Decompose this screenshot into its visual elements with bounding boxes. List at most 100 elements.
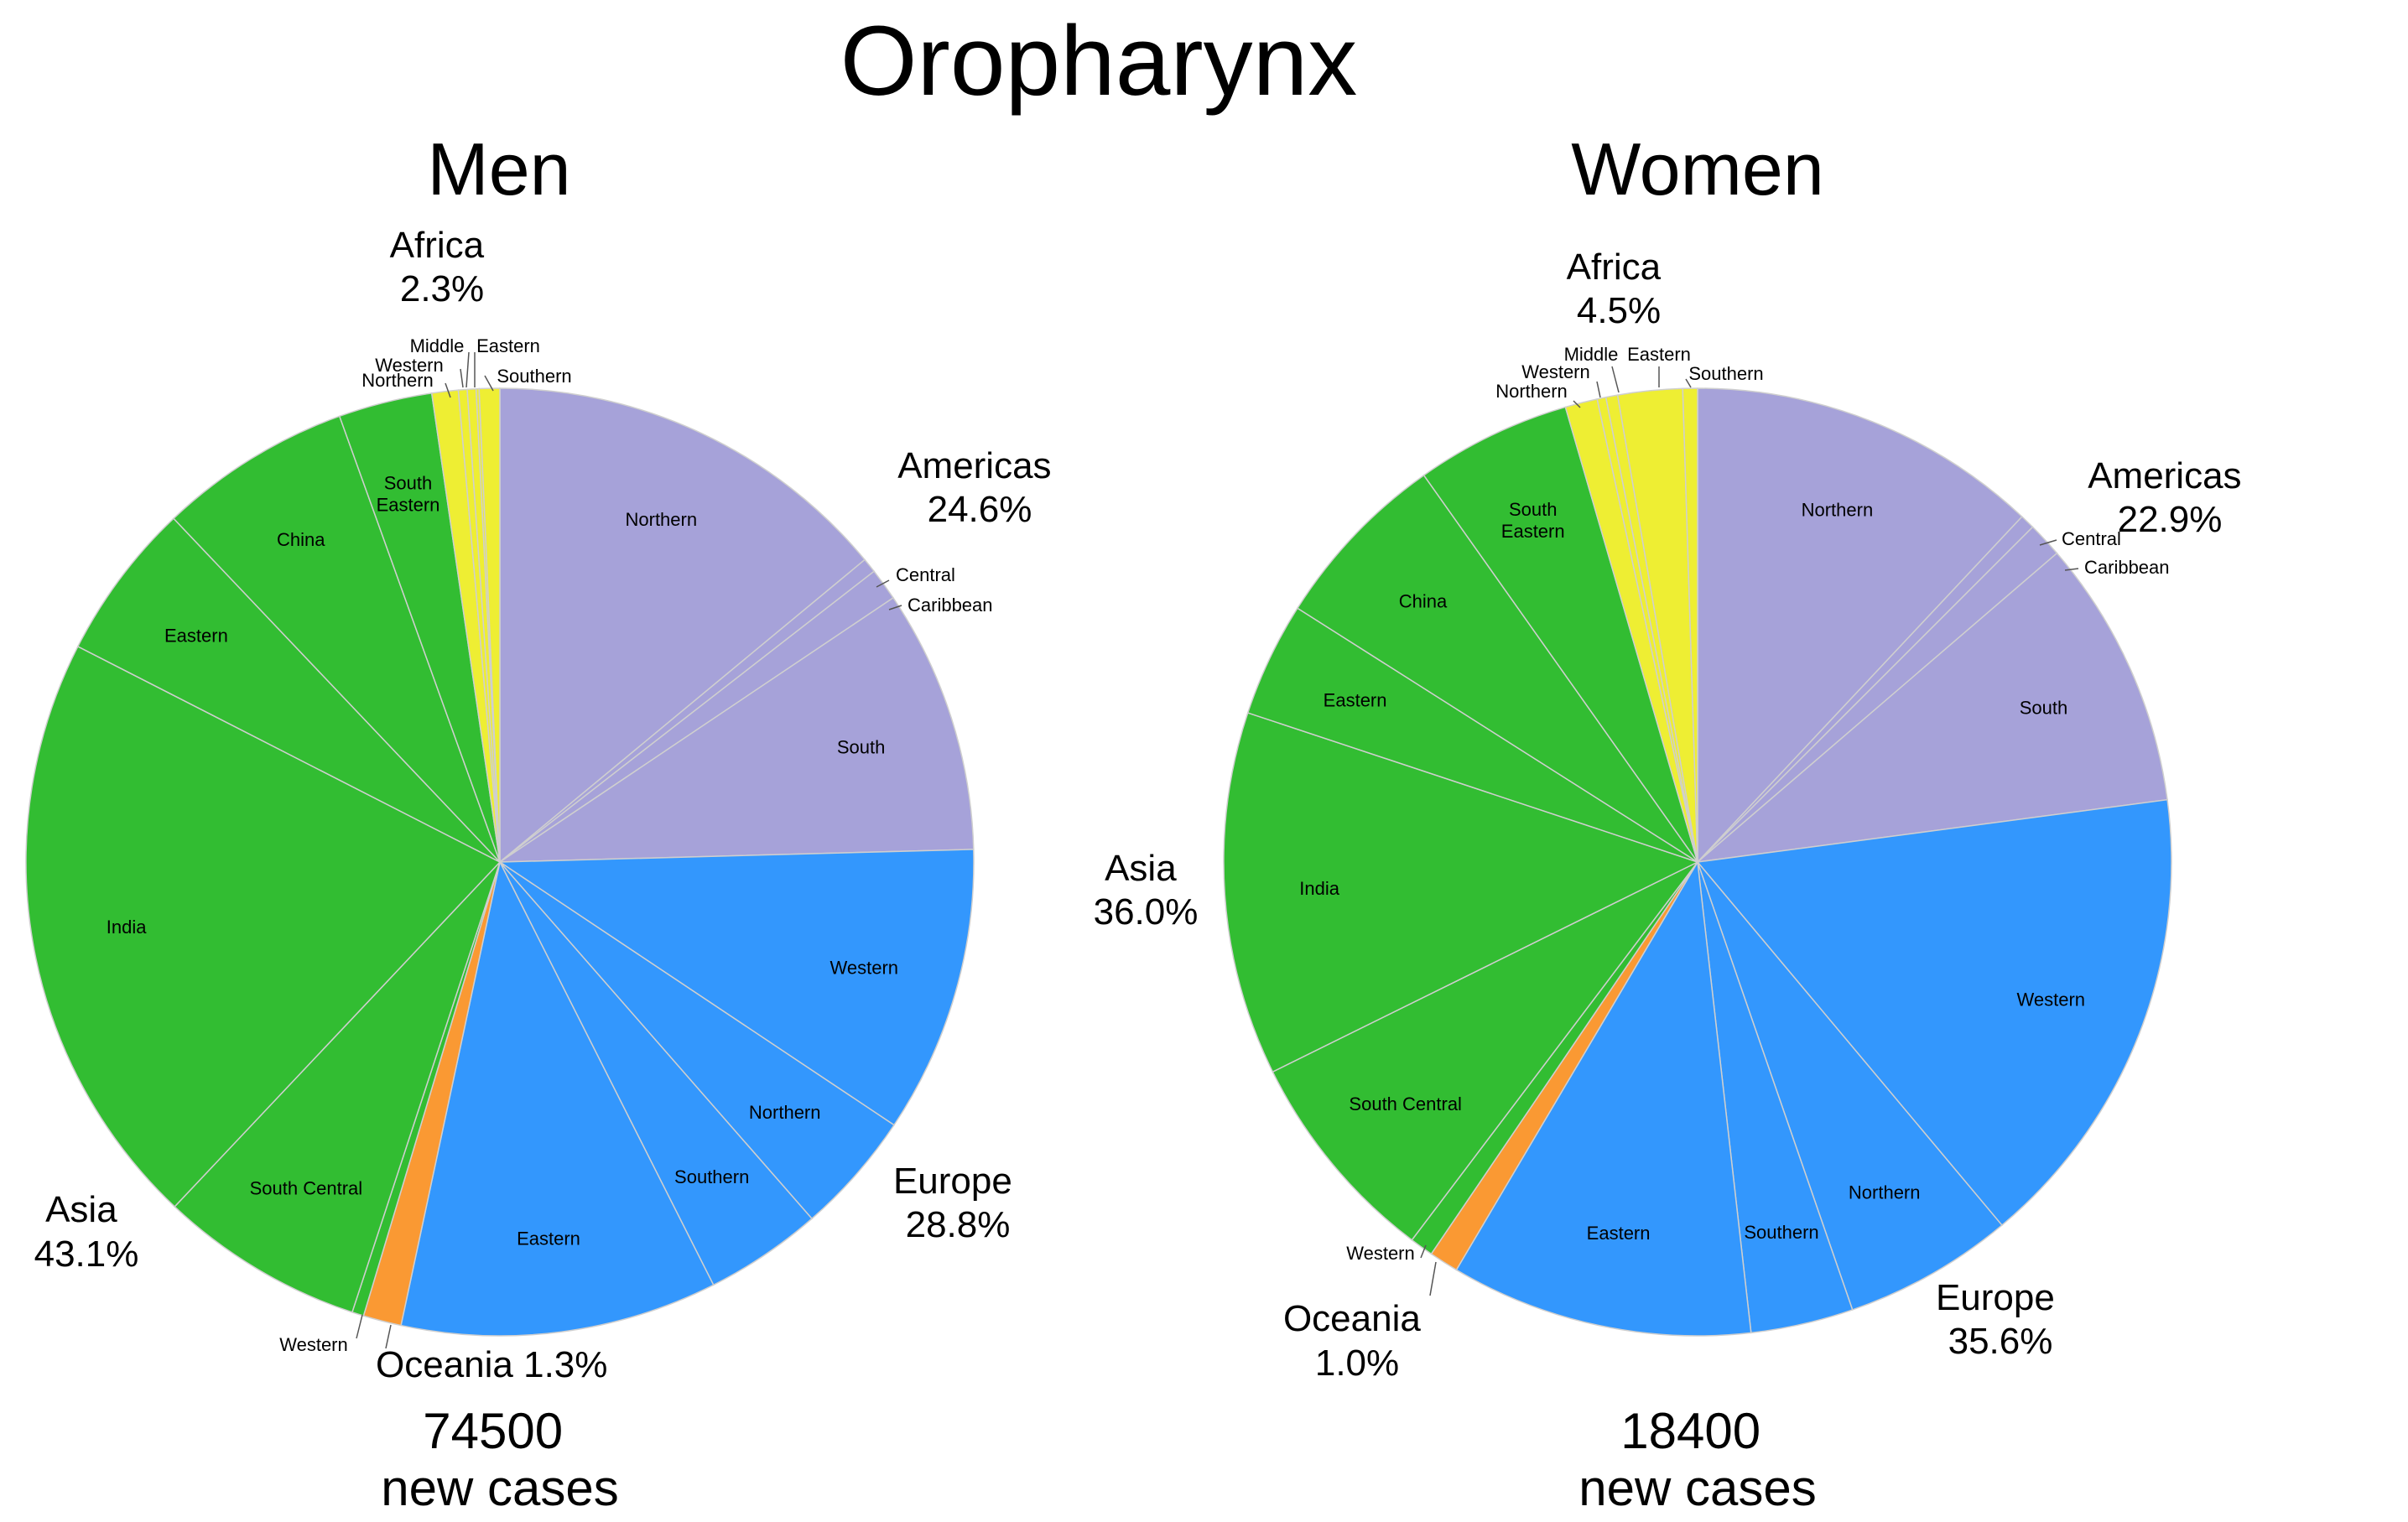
men-label-asia-south-eastern-line1: South [384,473,433,494]
men-africa-label: Africa 2.3% [390,225,495,309]
women-chart: Women Northern Central Caribbean South Weste… [1094,127,2252,1516]
women-pie-slices [1223,387,2172,1337]
women-slice-europe-eastern [1455,860,1752,1337]
women-label-asia-south-eastern-line1: South [1509,499,1558,520]
women-slice-asia-china [1296,474,1698,863]
men-slice-americas-northern [499,387,866,864]
men-americas-caribbean-leader [888,605,902,610]
women-americas-pct: 22.9% [2118,499,2223,540]
women-slice-asia-south-eastern [1422,406,1698,863]
men-label-asia-south-central: South Central [250,1178,363,1199]
women-europe-pct: 35.6% [1948,1321,2053,1362]
men-label-asia-south-eastern: South Eastern [377,473,440,516]
men-americas-label: Americas 24.6% [897,445,1062,530]
women-label-asia-south-eastern-line2: Eastern [1501,521,1565,542]
men-asia-western-leader [356,1314,363,1339]
women-label-asia-china: China [1399,591,1448,612]
women-europe-name: Europe [1936,1277,2055,1318]
women-region-labels: Africa 4.5% Americas 22.9% Europe 35.6% … [1094,247,2252,1384]
men-africa-pct: 2.3% [400,268,484,309]
women-slice-asia-india [1223,712,1699,1073]
men-slice-asia-south-central [174,861,501,1313]
women-label-asia-india: India [1299,878,1339,899]
women-asia-name: Asia [1105,848,1177,889]
women-label-americas-central: Central [2062,528,2121,549]
women-label-asia-eastern: Eastern [1324,689,1387,710]
women-slice-europe-northern [1697,861,2003,1311]
women-americas-caribbean-leader [2064,568,2079,571]
women-slice-europe-western [1696,798,2172,1227]
women-label-asia-western: Western [1346,1243,1415,1264]
women-oceania-name: Oceania [1283,1298,1421,1339]
women-slice-asia-south-central [1272,861,1698,1241]
men-chart: Men Northern Central Caribbean South Western… [25,127,1062,1516]
women-subregion-labels: NorthernCentralCaribbeanSouthWesternNort… [1299,344,2169,1264]
men-leader-lines [356,351,902,1349]
women-label-americas-caribbean: Caribbean [2084,557,2170,578]
men-africa-middle-leader [465,351,470,388]
women-label-europe-southern: Southern [1744,1222,1818,1243]
men-label-americas-caribbean: Caribbean [908,595,993,616]
men-europe-name: Europe [893,1161,1012,1202]
women-label-africa-southern: Southern [1688,363,1763,384]
men-asia-pct: 43.1% [34,1234,139,1275]
men-asia-name: Asia [45,1189,117,1230]
women-africa-pct: 4.5% [1577,290,1661,331]
men-label-asia-south-eastern-line2: Eastern [377,495,440,516]
women-cases-label: new cases [1578,1460,1816,1516]
men-slice-europe-eastern [400,860,715,1337]
men-oceania-label: Oceania 1.3% [376,1344,607,1385]
men-africa-western-leader [460,368,464,388]
women-leader-lines [1420,366,2079,1296]
women-title: Women [1571,127,1824,210]
men-slice-asia-india [25,645,502,1208]
women-label-europe-western: Western [2017,990,2086,1010]
men-europe-label: Europe 28.8% [893,1161,1022,1245]
men-oceania-leader [385,1324,392,1349]
men-label-americas-south: South [837,737,886,758]
men-europe-pct: 28.8% [906,1204,1011,1245]
women-label-europe-northern: Northern [1849,1182,1921,1203]
men-slice-americas-south [497,596,975,863]
women-africa-southern-leader [1685,378,1692,388]
women-americas-label: Americas 22.9% [2088,455,2252,540]
men-slice-asia-eastern [76,517,501,863]
women-label-americas-south: South [2020,697,2068,718]
men-africa-northern-leader [445,382,451,398]
women-cases: 18400 new cases [1578,1403,1816,1516]
women-label-asia-south-central: South Central [1349,1093,1462,1114]
men-cases-number: 74500 [423,1403,563,1459]
women-africa-label: Africa 4.5% [1567,247,1672,331]
men-label-africa-western: Western [375,355,444,376]
men-africa-southern-leader [484,375,494,392]
men-region-labels: Africa 2.3% Americas 24.6% Europe 28.8% … [34,225,1062,1385]
women-label-africa-middle: Middle [1564,344,1619,365]
women-cases-number: 18400 [1620,1403,1760,1459]
men-label-africa-southern: Southern [497,366,571,387]
men-cases: 74500 new cases [381,1403,618,1516]
women-europe-label: Europe 35.6% [1936,1277,2065,1362]
women-africa-middle-leader [1611,366,1620,393]
women-africa-western-leader [1596,381,1601,398]
women-label-asia-south-eastern: South Eastern [1501,499,1565,542]
men-slice-africa-southern [478,387,501,863]
men-cases-label: new cases [381,1460,618,1516]
women-oceania-label: Oceania 1.0% [1283,1298,1431,1384]
men-label-asia-china: China [277,529,325,550]
women-americas-name: Americas [2088,455,2241,496]
men-label-europe-southern: Southern [674,1166,749,1187]
women-oceania-leader [1429,1261,1437,1296]
men-label-asia-india: India [107,917,147,938]
women-asia-pct: 36.0% [1094,891,1199,932]
men-subregion-labels: NorthernCentralCaribbeanSouthWesternNort… [107,335,993,1355]
men-africa-name: Africa [390,225,485,266]
women-americas-central-leader [2039,539,2057,546]
women-africa-name: Africa [1567,247,1662,288]
men-label-asia-western: Western [279,1334,348,1355]
women-label-africa-western: Western [1521,361,1590,382]
women-label-europe-eastern: Eastern [1587,1223,1651,1244]
women-africa-northern-leader [1573,400,1581,408]
men-label-americas-northern: Northern [626,509,698,530]
women-label-africa-eastern: Eastern [1627,344,1691,365]
